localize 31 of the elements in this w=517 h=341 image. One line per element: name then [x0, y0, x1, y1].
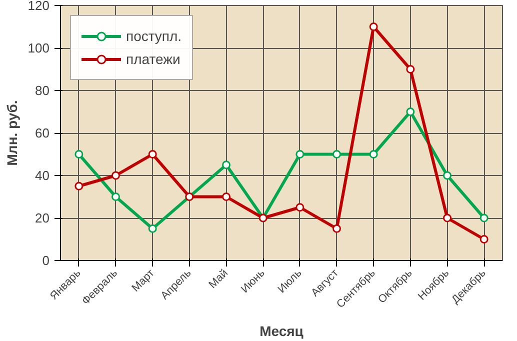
point — [74, 150, 84, 158]
point — [406, 65, 415, 74]
point — [222, 192, 230, 201]
point — [443, 171, 452, 180]
legend-label: поступл. — [126, 28, 182, 44]
y-tick-label: 40 — [35, 168, 50, 183]
point — [148, 150, 157, 158]
point — [369, 150, 378, 158]
point — [296, 203, 304, 212]
y-tick-label: 100 — [28, 40, 50, 56]
point — [112, 192, 120, 201]
y-tick-label: 20 — [35, 210, 50, 226]
point — [332, 224, 341, 233]
point — [480, 214, 488, 222]
y-tick-label: 0 — [42, 253, 50, 268]
point — [406, 108, 415, 116]
point — [443, 214, 452, 222]
y-tick-label: 60 — [35, 126, 50, 140]
point — [332, 150, 341, 158]
point — [74, 182, 84, 190]
point — [148, 224, 157, 233]
point — [296, 150, 304, 158]
y-tick-label: 120 — [28, 0, 50, 13]
point — [369, 22, 378, 31]
point — [112, 171, 120, 180]
point — [222, 160, 230, 170]
legend-label: платежи — [126, 51, 180, 67]
point — [480, 235, 488, 244]
x-axis-title: Месяц — [260, 322, 304, 339]
y-axis-title: Млн. руб. — [4, 100, 20, 166]
y-tick-label: 80 — [35, 83, 50, 98]
